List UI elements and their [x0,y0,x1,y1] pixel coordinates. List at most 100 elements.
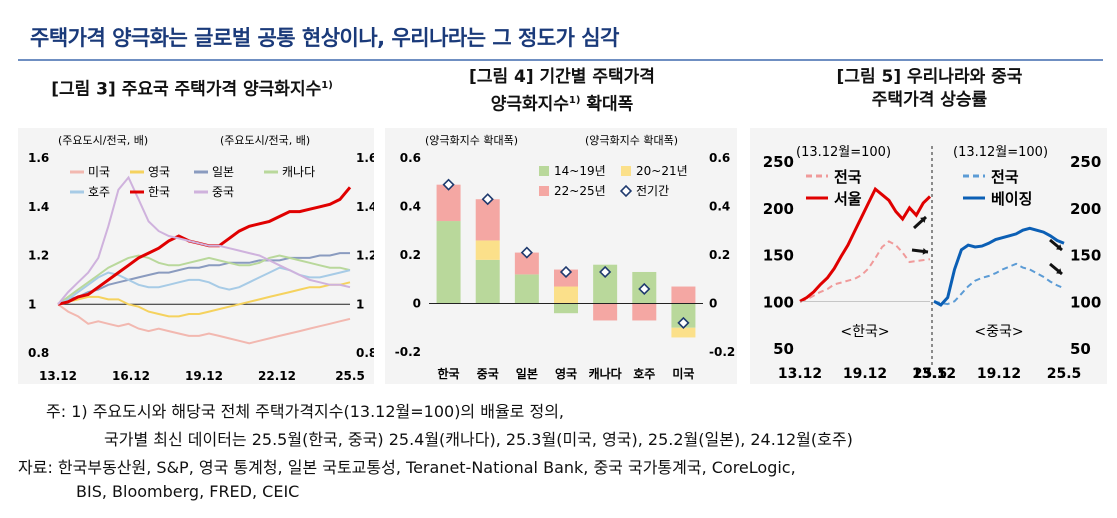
fig4-total-marker [599,265,612,279]
fig4-xtick: 영국 [555,366,577,381]
fig5-legend-label: 베이징 [991,190,1032,208]
fig5-trend-arrowhead [1056,268,1062,274]
fig3-series-line [57,252,350,306]
fig3-ytick-left: 1.4 [28,200,49,214]
fig3-ytick-right: 1.4 [356,200,374,214]
fig4-bar-segment [593,303,618,321]
fig5-series-line [933,226,1065,307]
source-line-1: 자료: 한국부동산원, S&P, 영국 통계청, 일본 국토교통성, Teran… [18,458,796,477]
fig5-title: [그림 5] 우리나라와 중국 주택가격 상승률 [836,67,1023,110]
fig5-ytick-right: 50 [1070,340,1091,358]
fig5-xtick: 25.5 [913,366,948,382]
fig5-ytick-right: 150 [1070,247,1101,265]
fig3-ytick-left: 0.8 [28,346,49,360]
fig5-panel: (13.12월=100) (13.12월=100) 50 50 100 100 150 1… [750,128,1107,384]
fig3-xtick: 22.12 [258,369,296,383]
fig4-ytick-right: 0.2 [709,248,730,262]
fig5-xtick: 19.12 [977,366,1021,382]
fig4-bar-segment [554,303,578,314]
fig5-trend-arrowhead [1056,244,1062,250]
fig3-chart: (주요도시/전국, 배) (주요도시/전국, 배) 0.8 0.8 1 1 1.2 1.2… [28,134,377,383]
fig3-ytick-right: 1 [356,297,364,311]
fig4-bar-segment [475,259,500,304]
fig4-ytick-left: 0 [413,297,421,311]
fig4-bar-segment [554,286,578,304]
fig4-ytick-left: 0.6 [400,151,421,165]
fig5-ytick-left: 250 [763,153,794,171]
fig4-total-marker [520,246,533,259]
fig4-xtick: 중국 [477,367,499,381]
fig5-panel-label: <한국> [840,324,889,340]
fig3-ytick-right: 1.6 [356,151,374,165]
fig3-xtick: 13.12 [39,369,77,383]
fig4-total-marker [638,282,651,296]
fig3-legend-label: 호주 [88,185,110,199]
fig5-ytick-right: 100 [1070,293,1101,311]
fig3-ytick-right: 1.2 [356,249,374,263]
fig4-xtick: 미국 [672,366,694,381]
fig5-legend-label: 전국 [991,168,1019,186]
fig5-series-line [799,186,932,303]
fig5-series-line [799,240,931,303]
fig4-bar-segment [475,199,500,241]
fig4-ytick-right: -0.2 [709,345,735,359]
fig3-legend-label: 캐나다 [282,165,315,179]
fig3-ytick-left: 1.2 [28,249,49,263]
fig4-title: [그림 4] 기간별 주택가격 양극화지수1) 확대폭 [469,67,655,115]
fig4-bar-segment [671,286,696,304]
fig3-xtick: 25.5 [335,369,365,383]
fig3-axis-label-right: (주요도시/전국, 배) [220,134,310,147]
fig4-total-marker [442,178,455,191]
fig4-ytick-right: 0 [709,297,717,311]
fig4-xtick: 캐나다 [589,366,622,381]
fig4-bar-segment [671,327,696,338]
fig3-series-line [57,175,351,305]
fig4-bar-segment [436,221,461,304]
fig5-xtick: 13.12 [912,366,956,382]
fig5-xtick: 13.12 [778,366,822,382]
fig4-chart: (양극화지수 확대폭) (양극화지수 확대폭) -0.2 -0.2 0 0 0.2 0.2… [395,134,736,381]
fig4-bar-segment [475,240,500,260]
fig5-ytick-left: 100 [763,293,794,311]
fig3-ytick-left: 1 [28,297,36,311]
fig5-xtick: 19.12 [843,366,887,382]
fig3-legend-label: 한국 [148,185,170,199]
fig4-legend-swatch [621,166,631,176]
fig5-ytick-left: 200 [763,200,794,218]
note-line-1: 주: 1) 주요도시와 해당국 전체 주택가격지수(13.12월=100)의 배… [46,402,565,421]
fig5-ytick-right: 200 [1070,200,1101,218]
fig3-series-line [57,281,351,318]
fig5-trend-arrowhead [920,217,926,223]
page-title: 주택가격 양극화는 글로벌 공통 현상이나, 우리나라는 그 정도가 심각 [30,26,619,50]
fig3-title: [그림 3] 주요국 주택가격 양극화지수1) [51,79,333,100]
fig3-xtick: 19.12 [185,369,223,383]
fig5-ytick-left: 50 [773,340,794,358]
fig5-legend-label: 전국 [834,168,862,186]
fig3-legend-label: 중국 [212,185,234,199]
fig3-series-line [57,303,351,345]
fig3-legend-bg [66,163,266,239]
fig4-legend-marker [619,184,633,198]
fig4-legend-swatch [539,186,549,196]
fig4-ytick-right: 0.6 [709,151,730,165]
fig4-bar-segment [514,252,539,275]
fig5-xtick: 25.5 [1047,366,1082,382]
fig5-ytick-left: 150 [763,247,794,265]
fig5-chart: (13.12월=100) (13.12월=100) 50 50 100 100 150 1… [763,145,1102,382]
fig4-total-marker [559,265,573,279]
fig4-panel: (양극화지수 확대폭) (양극화지수 확대폭) -0.2 -0.2 0 0 0.2 0.2… [385,128,737,384]
note-line-2: 국가별 최신 데이터는 25.5월(한국, 중국) 25.4월(캐나다), 25… [104,430,853,449]
fig3-xtick: 16.12 [112,369,150,383]
fig4-xtick: 일본 [516,367,538,381]
fig4-axis-label-left: (양극화지수 확대폭) [425,134,518,147]
fig3-panel: (주요도시/전국, 배) (주요도시/전국, 배) 0.8 0.8 1 1 1.2 1.2… [18,128,377,384]
fig3-legend-label: 미국 [88,165,110,179]
fig4-legend-label: 22~25년 [554,184,606,198]
fig4-bar-segment [514,274,539,304]
fig4-legend-label: 14~19년 [554,164,606,178]
fig3-series-line [57,254,351,306]
fig4-bar-segment [632,303,657,321]
fig3-ytick-left: 1.6 [28,151,49,165]
fig5-legend-label: 서울 [834,190,862,208]
fig4-ytick-left: 0.2 [400,248,421,262]
